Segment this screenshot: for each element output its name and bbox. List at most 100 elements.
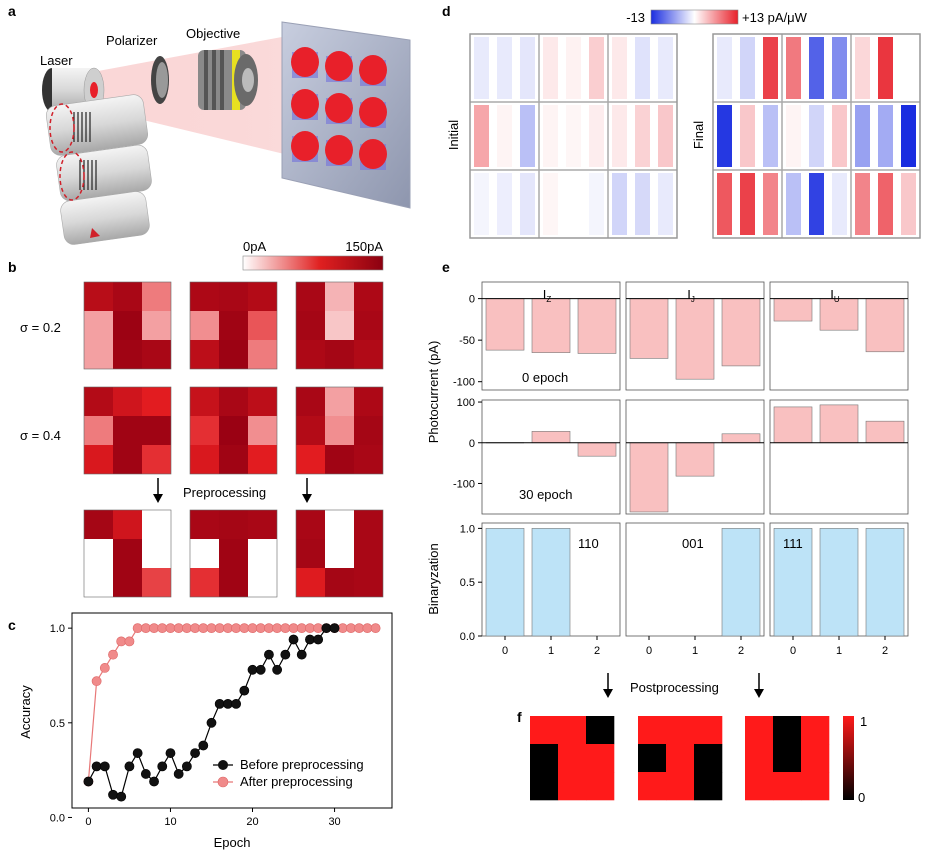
objective-label: Objective (186, 26, 240, 41)
chart-e-frame (769, 281, 909, 391)
output-grid-0 (530, 716, 615, 801)
colorbar-f-min-label: 0 (858, 790, 865, 805)
output-cell (586, 744, 615, 773)
grid-border (189, 386, 278, 475)
pixel-cell (354, 445, 383, 474)
grid-border (295, 386, 384, 475)
bar (773, 298, 813, 322)
data-point (173, 623, 184, 634)
y-tick-label: 0 (469, 294, 475, 306)
pixel-cell (84, 416, 113, 445)
colorbar-d-min-label: -13 (626, 10, 645, 25)
data-point (99, 663, 110, 673)
pixel-cell (325, 510, 354, 539)
bar (865, 298, 905, 353)
bar (485, 528, 525, 637)
weight-bar (901, 105, 916, 167)
pixel-cell (113, 510, 142, 539)
panel-a-setup-illustration: a (8, 3, 411, 245)
pixel-cell (190, 416, 219, 445)
chart-e-cell (625, 399, 765, 515)
panel-f-label: f (517, 709, 522, 725)
device-spots (291, 47, 387, 170)
chart-e-cell (481, 281, 621, 391)
pattern-grids (83, 281, 384, 598)
pixel-cell (296, 416, 325, 445)
weight-bar (520, 173, 535, 235)
x-tick-label: 1 (548, 645, 554, 657)
chart-e-frame (625, 281, 765, 391)
x-tick-label: 1 (836, 645, 842, 657)
bar (721, 433, 761, 444)
data-point (247, 623, 258, 634)
panel-b-input-patterns: b 0pA 150pA σ = 0.2 σ = 0.4 Preprocessin… (8, 239, 384, 598)
data-point (239, 685, 250, 696)
pixel-cell (248, 387, 277, 416)
chart-e-frame (481, 399, 621, 515)
pixel-cell (190, 445, 219, 474)
data-point (124, 761, 135, 772)
x-tick-label: 2 (882, 645, 888, 657)
pixel-cell (190, 568, 219, 597)
output-cell (586, 772, 615, 801)
chart-e-cell (769, 399, 909, 515)
bar (773, 406, 813, 444)
data-point (231, 698, 242, 709)
grid-border (189, 509, 278, 598)
laser-label: Laser (40, 53, 73, 68)
bar (773, 528, 813, 637)
data-point (280, 623, 291, 634)
device-spot (291, 89, 319, 119)
output-cell (745, 716, 774, 745)
pixel-cell (219, 311, 248, 340)
panel-a-label: a (8, 3, 16, 19)
data-point (132, 623, 143, 634)
grid-border (83, 509, 172, 598)
x-tick-label: 0 (790, 645, 796, 657)
weight-bar (612, 173, 627, 235)
pixel-cell (113, 445, 142, 474)
chart-e-cell (769, 281, 909, 391)
weight-bar (717, 105, 732, 167)
pattern-grid-sigma02-2 (295, 281, 384, 370)
device-spot (359, 55, 387, 85)
pixel-cell (354, 282, 383, 311)
device-spot (325, 93, 353, 123)
panel-b-colorbar (242, 255, 384, 271)
row-label-sigma-02: σ = 0.2 (20, 320, 61, 335)
data-point (214, 623, 225, 634)
output-cell (694, 772, 723, 801)
pixel-cell (84, 311, 113, 340)
epoch30-label: 30 epoch (519, 487, 573, 502)
data-point (222, 698, 233, 709)
galvo-wheels-icon (45, 94, 152, 245)
pixel-cell (113, 311, 142, 340)
pixel-cell (354, 539, 383, 568)
panel-f-colorbar (843, 716, 854, 800)
output-cell (638, 716, 667, 745)
polarizer-icon (151, 56, 169, 104)
bar (721, 298, 761, 367)
pattern-grid-sigma04-1 (189, 386, 278, 475)
group-label-u: IU (830, 287, 840, 304)
pixel-cell (325, 311, 354, 340)
pixel-cell (325, 282, 354, 311)
data-point (247, 664, 258, 675)
data-point (149, 776, 159, 787)
bar (819, 298, 859, 331)
grid-border (295, 509, 384, 598)
chart-c-series (83, 623, 381, 802)
pixel-cell (113, 282, 142, 311)
output-cell (558, 772, 587, 801)
chart-e-ylabel-bottom: Binaryzation (426, 543, 441, 615)
y-tick-label: -50 (459, 335, 475, 347)
grid-border (469, 33, 678, 239)
chart-e-frame (769, 399, 909, 515)
pixel-cell (84, 568, 113, 597)
bar (485, 298, 525, 351)
chart-e-cell (481, 399, 621, 515)
device-spot (359, 97, 387, 127)
weight-bar (809, 37, 824, 99)
colorbar-b-max-label: 150pA (345, 239, 383, 254)
panel-c-label: c (8, 617, 16, 633)
